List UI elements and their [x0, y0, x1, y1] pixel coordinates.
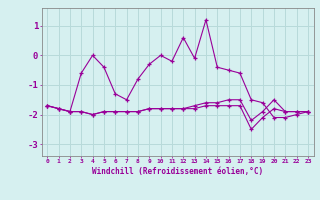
X-axis label: Windchill (Refroidissement éolien,°C): Windchill (Refroidissement éolien,°C)	[92, 167, 263, 176]
